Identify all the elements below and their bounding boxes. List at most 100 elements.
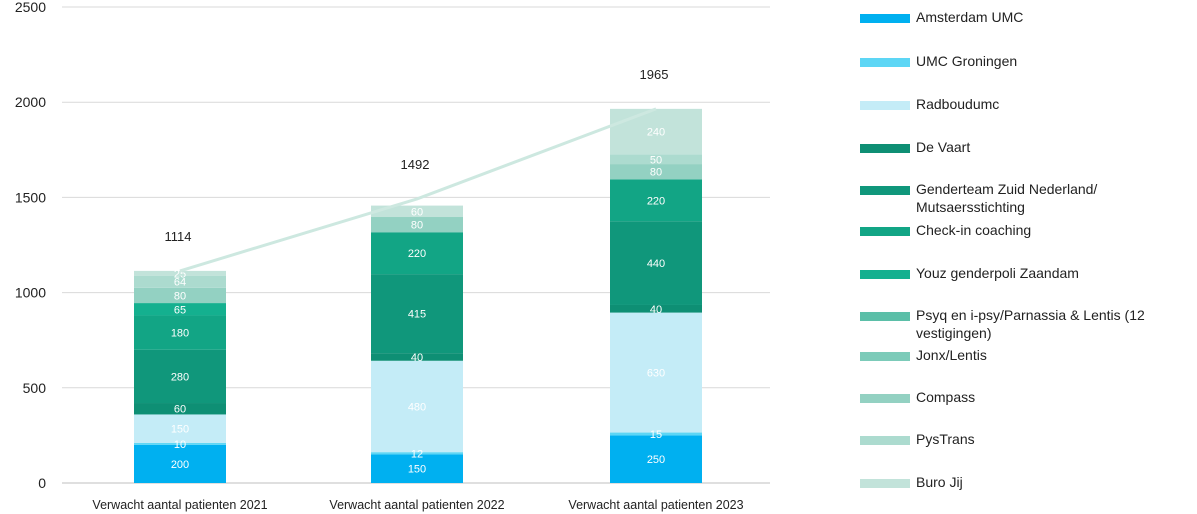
stacked-bar-chart: 0 500 1000 1500 2000 2500 200 10 150 60 280 180 65 8…	[15, 0, 770, 512]
data-label: 40	[650, 304, 662, 316]
data-label: 480	[408, 401, 426, 413]
y-tick-label: 1000	[15, 285, 46, 301]
legend-item: Compass	[860, 388, 975, 406]
legend-label: Psyq en i-psy/Parnassia & Lentis (12 ves…	[916, 307, 1145, 341]
legend-label: De Vaart	[916, 139, 971, 155]
y-tick-label: 0	[38, 475, 46, 491]
legend-label: PysTrans	[916, 431, 975, 447]
y-tick-label: 1500	[15, 189, 46, 205]
data-label: 440	[647, 258, 665, 270]
legend-swatch	[860, 58, 910, 67]
total-trend-line	[179, 107, 657, 273]
data-label: 12	[411, 448, 423, 460]
bar-segment	[610, 179, 702, 222]
bar-segment	[134, 287, 226, 304]
legend-swatch	[860, 227, 910, 236]
bar-segment	[371, 274, 463, 354]
legend-item: Psyq en i-psy/Parnassia & Lentis (12 ves…	[860, 306, 1196, 342]
bar-segment	[134, 443, 226, 445]
trend-line	[179, 107, 657, 273]
data-label: 180	[171, 328, 189, 340]
legend-swatch	[860, 14, 910, 23]
bar-segment	[134, 303, 226, 316]
legend-item: De Vaart	[860, 138, 970, 156]
data-label: 200	[171, 459, 189, 471]
legend-swatch	[860, 352, 910, 361]
bar-segment	[371, 452, 463, 455]
data-label: 240	[647, 127, 665, 139]
legend-label: Genderteam Zuid Nederland/ Mutsaersstich…	[916, 181, 1098, 215]
y-tick-label: 500	[23, 380, 47, 396]
bar-segment	[610, 304, 702, 313]
bar-segment	[610, 432, 702, 436]
bar-segment	[134, 414, 226, 444]
y-tick-label: 2000	[15, 94, 46, 110]
legend-item: Radboudumc	[860, 95, 999, 113]
data-label: 80	[411, 220, 423, 232]
data-label: 220	[408, 248, 426, 260]
legend-label: Buro Jij	[916, 474, 963, 490]
data-label: 60	[411, 206, 423, 218]
total-label: 1492	[401, 157, 430, 172]
legend-label: Youz genderpoli Zaandam	[916, 265, 1079, 281]
bar-segment	[371, 454, 463, 483]
legend-item: Check-in coaching	[860, 221, 1031, 239]
bar-segment	[134, 403, 226, 415]
legend-item: Genderteam Zuid Nederland/ Mutsaersstich…	[860, 180, 1196, 216]
legend-label: UMC Groningen	[916, 53, 1018, 69]
bars	[134, 108, 702, 483]
bar-segment	[610, 154, 702, 165]
bar-segment	[134, 315, 226, 350]
legend-label: Jonx/Lentis	[916, 347, 987, 363]
legend-item: Amsterdam UMC	[860, 8, 1023, 26]
data-label: 80	[174, 290, 186, 302]
legend-label: Check-in coaching	[916, 222, 1032, 238]
total-labels: 1114 1492 1965	[165, 67, 669, 244]
data-label: 630	[647, 368, 665, 380]
legend-label: Amsterdam UMC	[916, 9, 1024, 25]
x-tick-label: Verwacht aantal patienten 2021	[92, 498, 267, 512]
legend-item: Youz genderpoli Zaandam	[860, 264, 1079, 282]
data-label: 40	[411, 352, 423, 364]
bar-segment	[610, 435, 702, 483]
legend-swatch	[860, 144, 910, 153]
bar-segment	[134, 444, 226, 483]
data-label: 250	[647, 454, 665, 466]
data-label: 80	[650, 167, 662, 179]
bar-segment	[371, 217, 463, 233]
legend-item: Jonx/Lentis	[860, 346, 987, 364]
total-label: 1114	[165, 229, 192, 244]
bar-segment	[134, 349, 226, 404]
data-label: 150	[408, 464, 426, 476]
data-label: 150	[171, 424, 189, 436]
bar-segment	[371, 205, 463, 218]
data-label: 64	[174, 277, 186, 289]
legend-item: UMC Groningen	[860, 52, 1017, 70]
legend-swatch	[860, 101, 910, 110]
data-label: 220	[647, 195, 665, 207]
data-label: 415	[408, 309, 426, 321]
bar-segment	[134, 270, 226, 276]
y-tick-label: 2500	[15, 0, 46, 15]
legend-label: Compass	[916, 389, 976, 405]
bar-segment	[610, 164, 702, 180]
x-tick-label: Verwacht aantal patienten 2023	[568, 498, 743, 512]
legend-swatch	[860, 479, 910, 488]
legend-item: PysTrans	[860, 430, 975, 448]
bar-segment	[610, 108, 702, 155]
segment-labels: 2001015060280180658064251501248040415220…	[171, 127, 665, 476]
bar-segment	[134, 275, 226, 288]
legend-swatch	[860, 312, 910, 321]
data-label: 65	[174, 304, 186, 316]
bar-segment	[610, 221, 702, 305]
y-axis-ticks: 0 500 1000 1500 2000 2500	[15, 0, 46, 491]
legend-swatch	[860, 270, 910, 279]
data-label: 60	[174, 404, 186, 416]
data-label: 280	[171, 371, 189, 383]
data-label: 50	[650, 154, 662, 166]
data-label: 10	[174, 439, 186, 451]
bar-segment	[371, 360, 463, 453]
total-label: 1965	[640, 67, 669, 82]
legend-swatch	[860, 394, 910, 403]
x-tick-label: Verwacht aantal patienten 2022	[329, 498, 504, 512]
